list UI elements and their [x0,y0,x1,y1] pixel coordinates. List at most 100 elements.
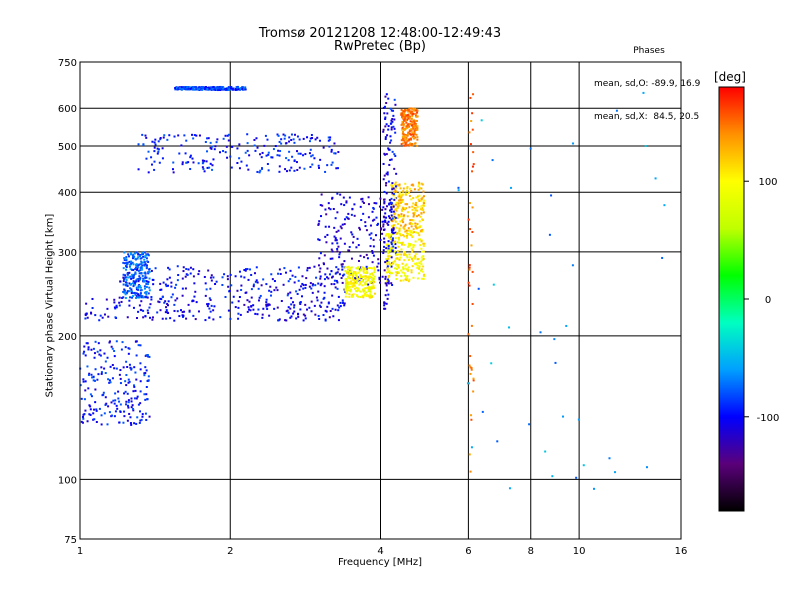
data-point [508,326,511,329]
data-point [157,150,160,153]
data-point [390,282,393,285]
x-tick-label: 6 [465,546,471,557]
data-point [337,245,340,248]
data-point [363,289,366,292]
data-point [401,219,404,222]
data-point [207,269,210,272]
data-point [234,275,237,278]
data-point [243,303,246,306]
data-point [375,216,378,219]
data-point [134,266,137,269]
data-point [159,136,162,139]
data-point [327,302,330,305]
data-point [383,202,386,205]
data-point [366,271,369,274]
data-point [150,163,153,166]
data-point [401,114,404,117]
data-point [279,272,282,275]
data-point [332,207,335,210]
data-point [127,378,130,381]
data-point [137,344,140,347]
data-point [468,202,471,205]
data-point [340,203,343,206]
data-point [151,318,154,321]
data-point [208,87,211,90]
data-point [418,220,421,223]
data-point [410,247,413,250]
data-point [385,302,388,305]
data-point [399,241,402,244]
data-point [189,266,192,269]
data-point [201,88,204,91]
data-point [419,225,422,228]
data-point [223,273,226,276]
data-point [387,220,390,223]
data-point [285,271,288,274]
data-point [384,117,387,120]
data-point [82,352,85,355]
data-point [345,286,348,289]
data-point [214,283,217,286]
data-point [246,310,249,313]
data-point [470,244,473,247]
data-point [132,409,135,412]
data-point [189,154,192,157]
data-point [386,244,389,247]
data-point [204,141,207,144]
data-point [150,296,153,299]
data-point [373,268,376,271]
data-point [264,134,267,137]
data-point [86,365,89,368]
data-point [348,196,351,199]
data-point [167,304,170,307]
data-point [383,241,386,244]
data-point [319,284,322,287]
data-point [562,415,565,418]
data-point [277,272,280,275]
data-point [353,287,356,290]
data-point [409,244,412,247]
data-point [386,249,389,252]
data-point [366,279,369,282]
data-point [345,291,348,294]
data-point [284,319,287,322]
data-point [362,280,365,283]
data-point [265,154,268,157]
data-point [334,272,337,275]
data-point [123,251,126,254]
data-point [130,397,133,400]
data-point [144,134,147,137]
data-point [415,109,418,112]
data-point [416,227,419,230]
data-point [237,312,240,315]
data-point [147,379,150,382]
data-point [356,266,359,269]
data-point [219,316,222,319]
data-point [138,421,141,424]
data-point [213,88,216,91]
data-point [490,362,493,365]
data-point [419,230,422,233]
data-point [417,267,420,270]
data-point [344,218,347,221]
data-points [79,85,666,490]
data-point [386,173,389,176]
data-point [179,309,182,312]
data-point [193,295,196,298]
data-point [326,233,329,236]
data-point [394,154,397,157]
data-point [351,275,354,278]
data-point [345,216,348,219]
data-point [395,186,398,189]
x-tick-label: 1 [77,546,83,557]
data-point [399,215,402,218]
data-point [326,267,329,270]
data-point [134,371,137,374]
data-point [351,207,354,210]
data-point [418,187,421,190]
data-point [325,310,328,313]
data-point [145,354,148,357]
data-point [157,140,160,143]
data-point [114,392,117,395]
data-point [86,342,89,345]
